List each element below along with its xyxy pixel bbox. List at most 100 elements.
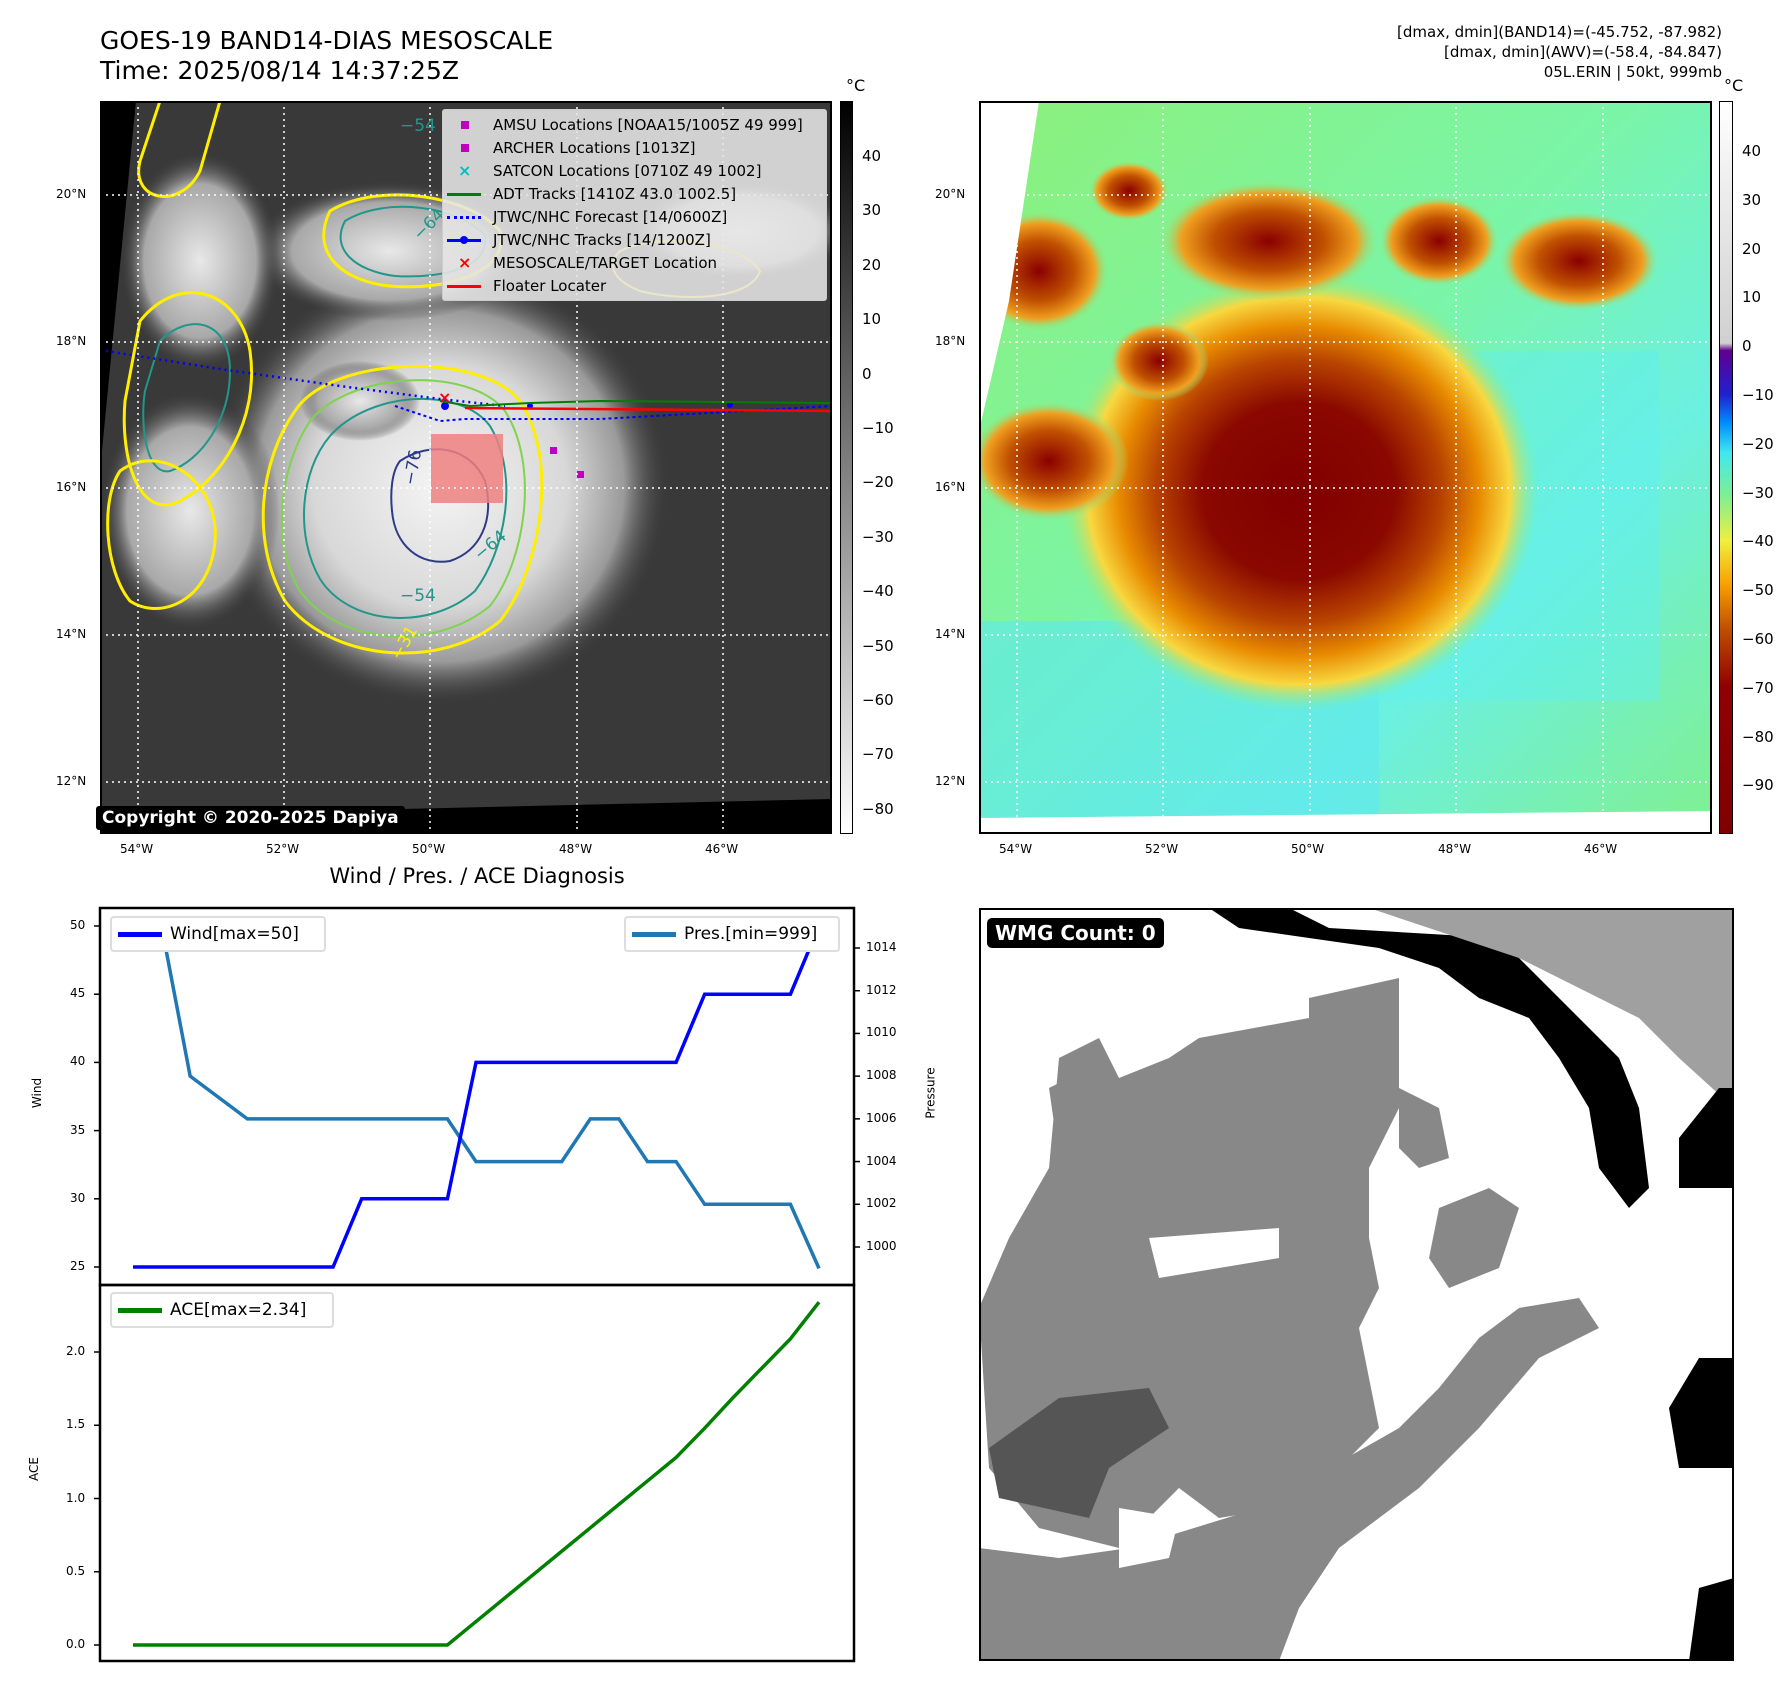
legend-label: Wind[max=50] [170, 924, 299, 944]
contour-label: −54 [400, 116, 436, 136]
ir-colorbar [840, 101, 853, 834]
colorbar-tick-label: 10 [862, 310, 882, 329]
ace-tick-label: 0.0 [66, 1637, 86, 1651]
lon-label: 46°W [1584, 842, 1618, 856]
nhc-track [394, 405, 832, 423]
legend-swatch-icon [118, 932, 162, 937]
wmg-panel [979, 908, 1734, 1661]
legend-item: AMSU Locations [NOAA15/1005Z 49 999] [443, 114, 826, 136]
colorbar-tick-label: −80 [862, 799, 894, 818]
pressure-tick-label: 1000 [866, 1239, 897, 1253]
lon-label: 48°W [1438, 842, 1472, 856]
legend-marker-line-icon [447, 193, 481, 196]
wmg-black-band [1209, 908, 1649, 1208]
lon-label: 52°W [1145, 842, 1179, 856]
colorbar-tick-label: 30 [1742, 190, 1762, 209]
pressure-tick-label: 1014 [866, 940, 897, 954]
copyright-label: Copyright © 2020-2025 Dapiya [96, 806, 405, 830]
lat-label: 14°N [935, 627, 966, 641]
legend-swatch-icon [118, 1308, 162, 1313]
legend-item: ARCHER Locations [1013Z] [443, 137, 826, 159]
colorbar-tick-label: −90 [1742, 776, 1774, 795]
wind-tick-label: 30 [70, 1190, 86, 1205]
lat-label: 12°N [56, 774, 87, 788]
target-marker: × [438, 388, 451, 407]
colorbar-tick-label: −50 [862, 636, 894, 655]
pressure-tick-label: 1002 [866, 1196, 897, 1211]
colorbar-tick-label: −60 [1742, 630, 1774, 648]
colorbar-tick-label: −40 [1742, 532, 1774, 551]
colorbar-tick-label: 40 [862, 147, 882, 165]
colorbar-tick-label: −60 [862, 691, 894, 709]
legend-marker-x-icon: × [458, 161, 472, 180]
colorbar-tick-label: −70 [1742, 678, 1774, 697]
wind-axis-label: Wind [30, 1077, 45, 1109]
awv-enhanced-map [979, 101, 1712, 834]
colorbar-tick-label: 10 [1742, 288, 1762, 307]
wind-tick-label: 25 [70, 1259, 86, 1273]
storm-summary: 05L.ERIN | 50kt, 999mb [1543, 63, 1722, 81]
colorbar-tick-label: −20 [1742, 434, 1774, 453]
legend-label: ACE[max=2.34] [170, 1300, 307, 1320]
lat-label: 18°N [935, 334, 966, 348]
pressure-tick-label: 1006 [866, 1110, 897, 1125]
legend-item: JTWC/NHC Forecast [14/0600Z] [443, 206, 826, 228]
legend-label: SATCON Locations [0710Z 49 1002] [493, 162, 762, 180]
lat-label: 16°N [56, 480, 87, 494]
top-panel-frame [98, 906, 856, 1287]
band14-range: [dmax, dmin](BAND14)=(-45.752, -87.982) [1397, 23, 1722, 41]
mesoscale-target-box [431, 434, 503, 503]
storm-info: [dmax, dmin](BAND14)=(-45.752, -87.982) … [1397, 22, 1722, 82]
contour-label: −54 [400, 586, 436, 606]
wind-line [133, 925, 821, 1269]
legend-marker-square-icon [461, 144, 469, 152]
ace-axis-label: ACE [26, 1457, 41, 1481]
legend-label: ARCHER Locations [1013Z] [493, 139, 696, 157]
adt-track [439, 399, 832, 408]
colorbar-tick-label: −70 [862, 745, 894, 764]
legend-label: MESOSCALE/TARGET Location [493, 254, 718, 272]
pressure-tick-label: 1004 [866, 1153, 897, 1168]
colorbar-tick-label: 40 [1742, 142, 1762, 160]
legend-item: Floater Locater [443, 275, 826, 297]
lat-label: 12°N [935, 774, 966, 788]
colorbar-tick-label: 20 [862, 255, 882, 274]
wind-tick-label: 45 [70, 986, 86, 1001]
colorbar-tick-label: −80 [1742, 727, 1774, 746]
wind-tick-label: 40 [70, 1054, 86, 1069]
legend-label: JTWC/NHC Tracks [14/1200Z] [493, 231, 711, 249]
lon-label: 48°W [559, 842, 593, 856]
ace-line [133, 1301, 821, 1647]
legend-marker-x-icon: × [458, 253, 472, 272]
wmg-dark-region [989, 1388, 1169, 1518]
wind-legend: Wind[max=50] [110, 916, 326, 952]
legend-item: × MESOSCALE/TARGET Location [443, 252, 826, 274]
title-time: Time: 2025/08/14 14:37:25Z [100, 56, 459, 85]
wmg-count-badge: WMG Count: 0 [987, 918, 1164, 948]
lon-label: 52°W [266, 842, 300, 856]
awv-colorbar [1719, 101, 1733, 834]
colorbar-tick-label: −30 [1742, 483, 1774, 502]
lat-label: 16°N [935, 480, 966, 494]
legend-swatch-icon [632, 932, 676, 937]
legend-dot-icon [460, 236, 468, 244]
ace-legend: ACE[max=2.34] [110, 1292, 334, 1328]
bottom-panel-frame [98, 1283, 856, 1663]
colorbar-tick-label: −30 [862, 527, 894, 546]
colorbar-unit: °C [1724, 76, 1744, 95]
pressure-legend: Pres.[min=999] [624, 916, 840, 952]
legend-label: Pres.[min=999] [684, 924, 818, 944]
colorbar-unit: °C [846, 76, 866, 95]
wind-tick-label: 35 [70, 1122, 86, 1137]
awv-range: [dmax, dmin](AWV)=(-58.4, -84.847) [1443, 43, 1722, 61]
lat-label: 20°N [56, 187, 87, 201]
lat-label: 20°N [935, 187, 966, 201]
lon-label: 54°W [120, 842, 154, 856]
pressure-axis-label: Pressure [923, 1067, 938, 1119]
floater-locater-line [464, 406, 832, 413]
ace-tick-label: 1.0 [66, 1490, 86, 1505]
title-product: GOES-19 BAND14-DIAS MESOSCALE [100, 26, 554, 55]
colorbar-tick-label: −40 [862, 582, 894, 601]
legend-label: Floater Locater [493, 277, 607, 295]
